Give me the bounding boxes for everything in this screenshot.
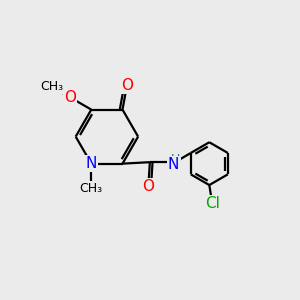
Text: O: O bbox=[121, 78, 133, 93]
Text: N: N bbox=[168, 157, 179, 172]
Text: H: H bbox=[170, 153, 180, 166]
Text: CH₃: CH₃ bbox=[80, 182, 103, 195]
Text: O: O bbox=[142, 179, 154, 194]
Text: Cl: Cl bbox=[205, 196, 220, 211]
Text: CH₃: CH₃ bbox=[40, 80, 63, 93]
Text: N: N bbox=[85, 156, 97, 171]
Text: O: O bbox=[64, 90, 76, 105]
